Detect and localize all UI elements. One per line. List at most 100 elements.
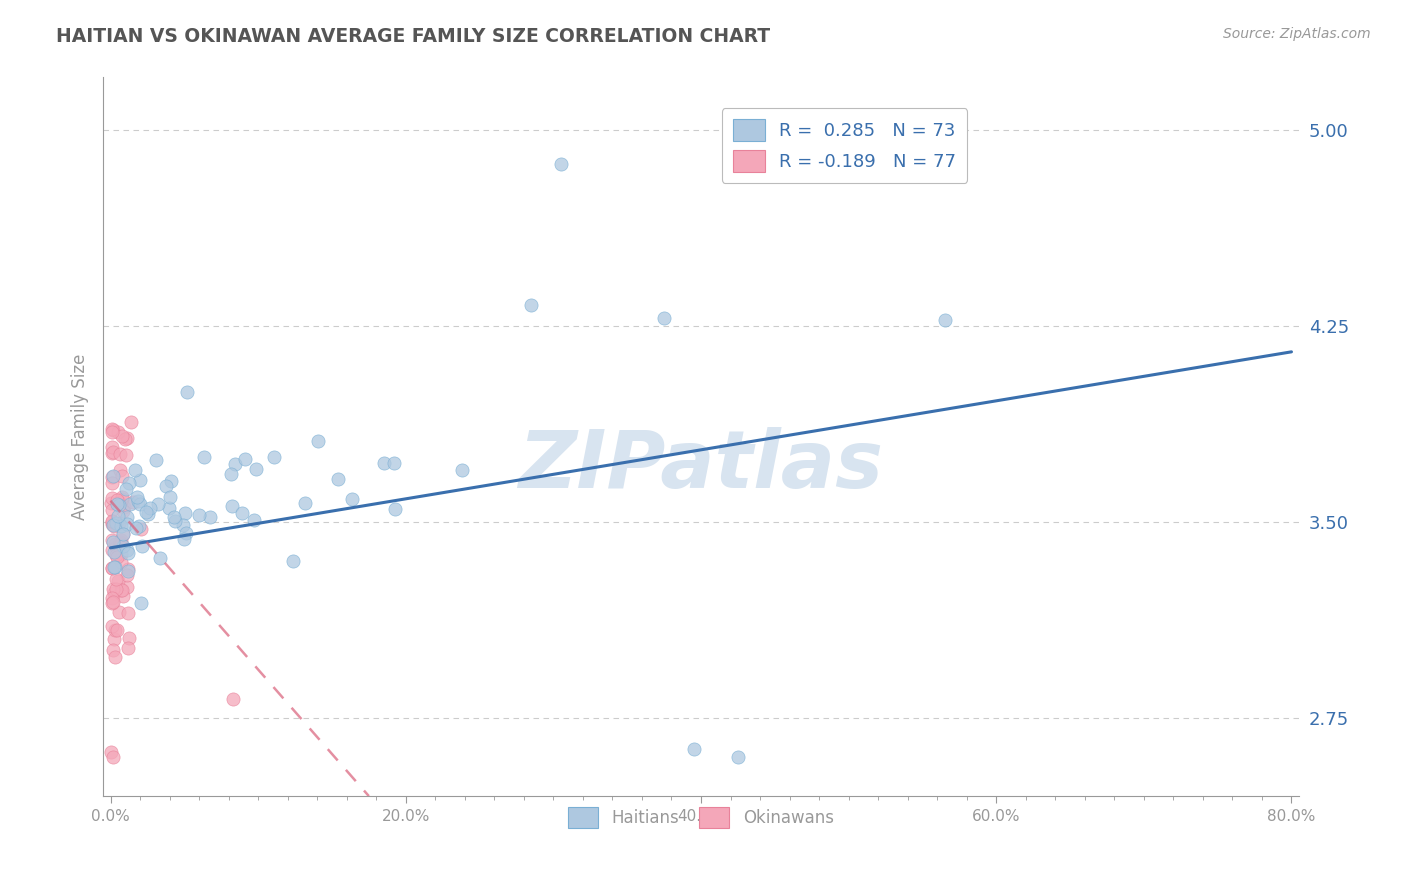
Haitians bbox=[127, 490, 149, 504]
Haitians bbox=[105, 497, 128, 511]
Okinawans bbox=[108, 495, 131, 509]
Haitians bbox=[103, 559, 125, 574]
Haitians bbox=[127, 494, 149, 508]
Okinawans bbox=[100, 745, 122, 759]
Okinawans bbox=[103, 423, 125, 437]
Okinawans bbox=[101, 491, 124, 505]
Okinawans bbox=[101, 591, 124, 605]
Haitians bbox=[146, 497, 169, 511]
Haitians bbox=[550, 156, 572, 170]
Haitians bbox=[129, 473, 152, 487]
Okinawans bbox=[110, 548, 132, 562]
Okinawans bbox=[111, 490, 134, 504]
Okinawans bbox=[115, 448, 138, 462]
Haitians bbox=[242, 513, 264, 527]
Okinawans bbox=[110, 583, 132, 598]
Haitians bbox=[231, 506, 253, 520]
Text: ZIPatlas: ZIPatlas bbox=[519, 426, 883, 505]
Okinawans bbox=[101, 619, 124, 633]
Okinawans bbox=[111, 526, 134, 541]
Haitians bbox=[283, 554, 305, 568]
Okinawans bbox=[103, 537, 125, 551]
Okinawans bbox=[111, 583, 134, 598]
Okinawans bbox=[114, 432, 136, 446]
Haitians bbox=[131, 539, 153, 553]
Haitians bbox=[373, 456, 395, 470]
Okinawans bbox=[115, 431, 138, 445]
Haitians bbox=[155, 479, 177, 493]
Haitians bbox=[307, 434, 329, 449]
Okinawans bbox=[121, 495, 143, 509]
Okinawans bbox=[108, 535, 131, 549]
Legend: Haitians, Okinawans: Haitians, Okinawans bbox=[561, 801, 841, 835]
Haitians bbox=[117, 476, 139, 491]
Text: HAITIAN VS OKINAWAN AVERAGE FAMILY SIZE CORRELATION CHART: HAITIAN VS OKINAWAN AVERAGE FAMILY SIZE … bbox=[56, 27, 770, 45]
Okinawans bbox=[117, 606, 139, 620]
Haitians bbox=[114, 482, 136, 496]
Okinawans bbox=[103, 750, 125, 764]
Haitians bbox=[125, 521, 148, 535]
Haitians bbox=[103, 545, 125, 559]
Okinawans bbox=[108, 447, 131, 461]
Haitians bbox=[118, 497, 141, 511]
Okinawans bbox=[101, 425, 124, 440]
Okinawans bbox=[101, 543, 124, 558]
Haitians bbox=[115, 509, 138, 524]
Okinawans bbox=[105, 549, 128, 564]
Haitians bbox=[103, 469, 125, 483]
Haitians bbox=[160, 475, 183, 489]
Haitians bbox=[124, 463, 146, 477]
Haitians bbox=[128, 519, 150, 533]
Okinawans bbox=[101, 475, 124, 490]
Okinawans bbox=[105, 582, 128, 596]
Okinawans bbox=[105, 541, 128, 555]
Haitians bbox=[103, 517, 125, 532]
Okinawans bbox=[110, 555, 132, 569]
Okinawans bbox=[101, 582, 124, 596]
Haitians bbox=[111, 539, 134, 553]
Okinawans bbox=[111, 491, 134, 506]
Okinawans bbox=[101, 596, 124, 610]
Haitians bbox=[174, 506, 197, 520]
Haitians bbox=[934, 313, 956, 327]
Haitians bbox=[520, 298, 543, 312]
Haitians bbox=[107, 509, 129, 524]
Okinawans bbox=[103, 519, 125, 533]
Haitians bbox=[340, 491, 363, 506]
Haitians bbox=[328, 472, 350, 486]
Haitians bbox=[104, 516, 127, 530]
Okinawans bbox=[101, 533, 124, 547]
Okinawans bbox=[107, 574, 129, 588]
Haitians bbox=[652, 310, 675, 325]
Text: Source: ZipAtlas.com: Source: ZipAtlas.com bbox=[1223, 27, 1371, 41]
Haitians bbox=[176, 384, 198, 399]
Okinawans bbox=[104, 572, 127, 586]
Haitians bbox=[221, 499, 243, 513]
Haitians bbox=[294, 496, 316, 510]
Okinawans bbox=[103, 595, 125, 609]
Haitians bbox=[115, 542, 138, 557]
Haitians bbox=[224, 458, 246, 472]
Okinawans bbox=[101, 440, 124, 454]
Okinawans bbox=[118, 631, 141, 645]
Okinawans bbox=[101, 503, 124, 517]
Okinawans bbox=[101, 470, 124, 484]
Okinawans bbox=[115, 580, 138, 594]
Haitians bbox=[135, 505, 157, 519]
Haitians bbox=[187, 508, 209, 522]
Okinawans bbox=[111, 429, 134, 443]
Okinawans bbox=[104, 516, 127, 530]
Okinawans bbox=[101, 517, 124, 532]
Haitians bbox=[104, 560, 127, 574]
Haitians bbox=[451, 463, 474, 477]
Haitians bbox=[108, 498, 131, 512]
Okinawans bbox=[103, 632, 125, 647]
Okinawans bbox=[120, 416, 142, 430]
Okinawans bbox=[110, 537, 132, 551]
Okinawans bbox=[222, 692, 245, 706]
Okinawans bbox=[111, 589, 134, 603]
Haitians bbox=[176, 526, 198, 541]
Haitians bbox=[136, 507, 159, 521]
Okinawans bbox=[129, 522, 152, 536]
Okinawans bbox=[105, 548, 128, 562]
